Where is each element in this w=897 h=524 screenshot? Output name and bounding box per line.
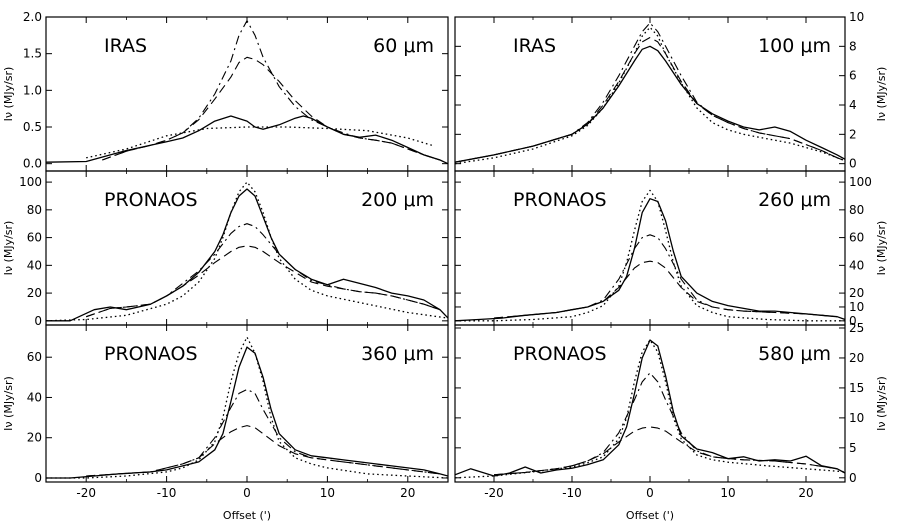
series-dashdot-line: [493, 234, 838, 319]
y-tick-label: 0: [849, 471, 857, 485]
y-tick-label: 0: [34, 314, 42, 328]
series-dashdot-line: [455, 22, 845, 163]
y-tick-label: 10: [849, 300, 864, 314]
series-dotted-line: [86, 126, 433, 159]
x-tick-label: -10: [157, 486, 177, 500]
y-tick-label: 100: [19, 175, 42, 189]
y-axis-label: Iν (MJy/sr): [875, 376, 888, 431]
x-tick-label: 20: [798, 486, 813, 500]
series-dotted-line: [455, 26, 845, 165]
series-dashdot-line: [493, 372, 838, 476]
instrument-label: PRONAOS: [104, 189, 198, 211]
series-dashed-line: [493, 260, 838, 319]
y-tick-label: 1.5: [23, 47, 42, 61]
y-axis-label: Iν (MJy/sr): [2, 67, 15, 122]
y-tick-label: 60: [27, 350, 42, 364]
series-dashdot-line: [86, 388, 441, 477]
series-dotted-line: [46, 181, 448, 322]
series-dashdot-line: [102, 20, 441, 161]
y-tick-label: 0.5: [23, 120, 42, 134]
x-tick-label: -20: [484, 486, 504, 500]
y-tick-label: 80: [849, 203, 864, 217]
y-axis-label: Iν (MJy/sr): [2, 376, 15, 431]
y-tick-label: 25: [849, 321, 864, 335]
series-solid-line: [46, 115, 448, 165]
y-tick-label: 60: [27, 231, 42, 245]
wavelength-label: 360 μm: [361, 343, 434, 365]
panel-p360: -20 -10 0 10 20 0 20 40 60 Iν (MJy/sr) PRONAOS 360 …: [2, 324, 449, 522]
y-tick-label: 20: [849, 351, 864, 365]
x-axis-label: Offset ('): [223, 509, 271, 522]
y-tick-label: 5: [849, 441, 857, 455]
y-tick-label: 2: [849, 127, 857, 141]
wavelength-label: 580 μm: [758, 343, 831, 365]
x-tick-label: -20: [76, 486, 96, 500]
panel-p60: 0.0 0.5 1.0 1.5 2.0 Iν (MJy/sr) IRAS 60 μm: [2, 10, 449, 172]
y-tick-label: 100: [849, 175, 872, 189]
x-tick-label: 0: [243, 486, 251, 500]
y-tick-label: 40: [27, 390, 42, 404]
series-dashed-line: [455, 36, 845, 163]
series-solid-line: [455, 45, 845, 163]
y-tick-label: 20: [27, 431, 42, 445]
y-tick-label: 10: [849, 10, 864, 24]
wavelength-label: 260 μm: [758, 189, 831, 211]
y-tick-label: 10: [849, 411, 864, 425]
x-tick-label: 10: [720, 486, 735, 500]
panel-p100: 0 2 4 6 8 10 Iν (MJy/sr) IRAS 100 μm: [454, 10, 888, 172]
y-axis-label: Iν (MJy/sr): [875, 67, 888, 122]
series-dashed-line: [493, 426, 838, 476]
y-tick-label: 80: [27, 203, 42, 217]
series-solid-line: [455, 198, 845, 322]
y-tick-label: 40: [27, 258, 42, 272]
instrument-label: PRONAOS: [513, 343, 607, 365]
y-tick-label: 8: [849, 39, 857, 53]
x-axis-label: Offset ('): [626, 509, 674, 522]
instrument-label: PRONAOS: [104, 343, 198, 365]
x-tick-label: -10: [562, 486, 582, 500]
y-tick-label: 20: [849, 286, 864, 300]
series-solid-line: [46, 346, 448, 479]
y-tick-label: 60: [849, 231, 864, 245]
instrument-label: IRAS: [513, 35, 556, 57]
y-tick-label: 0: [849, 314, 857, 328]
y-tick-label: 6: [849, 69, 857, 83]
series-dashed-line: [86, 245, 441, 318]
y-tick-label: 2.0: [23, 10, 42, 24]
x-tick-label: 10: [320, 486, 335, 500]
wavelength-label: 100 μm: [758, 35, 831, 57]
x-tick-label: 0: [646, 486, 654, 500]
y-tick-label: 4: [849, 98, 857, 112]
series-solid-line: [455, 339, 845, 477]
y-tick-label: 20: [27, 286, 42, 300]
y-tick-label: 40: [849, 258, 864, 272]
series-solid-line: [46, 188, 448, 322]
series-dashed-line: [102, 56, 441, 161]
y-tick-label: 0.0: [23, 157, 42, 171]
wavelength-label: 60 μm: [373, 35, 434, 57]
series-dotted-line: [455, 189, 845, 322]
y-tick-label: 0: [34, 471, 42, 485]
series-dashdot-line: [86, 223, 441, 318]
wavelength-label: 200 μm: [361, 189, 434, 211]
y-tick-label: 0: [849, 157, 857, 171]
y-tick-label: 1.0: [23, 83, 42, 97]
panel-p580: -20 -10 0 10 20 0 5 10 15 20 25 Iν (MJy/sr) PRONAOS 5…: [454, 321, 888, 522]
y-axis-label: Iν (MJy/sr): [875, 221, 888, 276]
series-dashed-line: [86, 425, 441, 477]
x-tick-label: 20: [400, 486, 415, 500]
y-axis-label: Iν (MJy/sr): [2, 221, 15, 276]
y-tick-label: 15: [849, 381, 864, 395]
instrument-label: PRONAOS: [513, 189, 607, 211]
panel-p200: 0 20 40 60 80 100 Iν (MJy/sr) PRONAOS 200 μm: [2, 170, 449, 328]
instrument-label: IRAS: [104, 35, 147, 57]
